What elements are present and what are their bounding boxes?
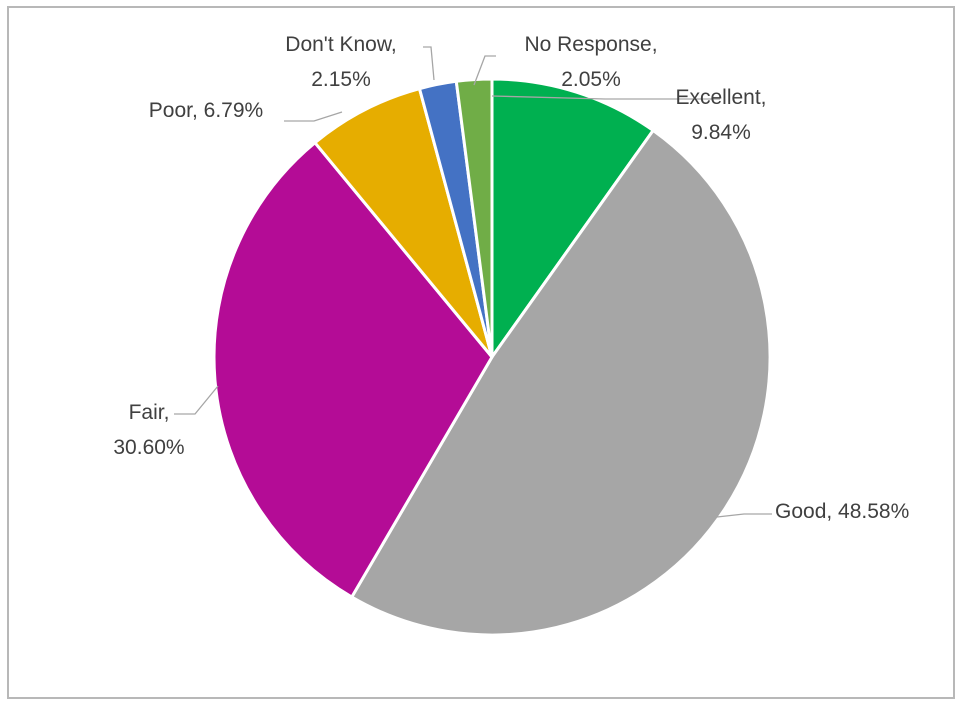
chart-area: Excellent, 9.84% Good, 48.58% Fair, 30.60% Po… [7,6,955,699]
pie-slice-fair [212,141,494,599]
data-label-no-response-name: No Response, [524,33,657,56]
pie-slice-good [350,128,772,637]
data-label-poor: Poor, 6.79% [149,99,263,122]
pie-chart: Excellent, 9.84% Good, 48.58% Fair, 30.60% Po… [113,33,909,637]
pie-slice-poor [313,87,494,359]
leader-line-don-t-know [423,46,435,81]
leader-line-fair [174,385,219,415]
data-label-good: Good, 48.58% [775,500,909,523]
data-label-no-response-value: 2.05% [561,68,621,91]
data-label-excellent-name: Excellent, [675,86,766,109]
data-label-excellent-value: 9.84% [691,121,751,144]
data-label-fair-value: 30.60% [113,436,184,459]
leader-line-no-response [473,55,496,86]
data-label-don-t-know-name: Don't Know, [285,33,396,56]
leader-line-excellent [491,95,720,100]
data-label-fair-name: Fair, [129,401,170,424]
data-label-don-t-know-value: 2.15% [311,68,371,91]
labels-layer: Excellent, 9.84% Good, 48.58% Fair, 30.60% Po… [113,33,909,523]
pie-slice-no-response [454,77,494,359]
pie-slice-excellent [490,77,655,359]
leaders-layer [174,46,772,518]
leader-line-poor [284,111,343,122]
leader-line-good [716,513,772,518]
slices-layer [212,77,772,637]
